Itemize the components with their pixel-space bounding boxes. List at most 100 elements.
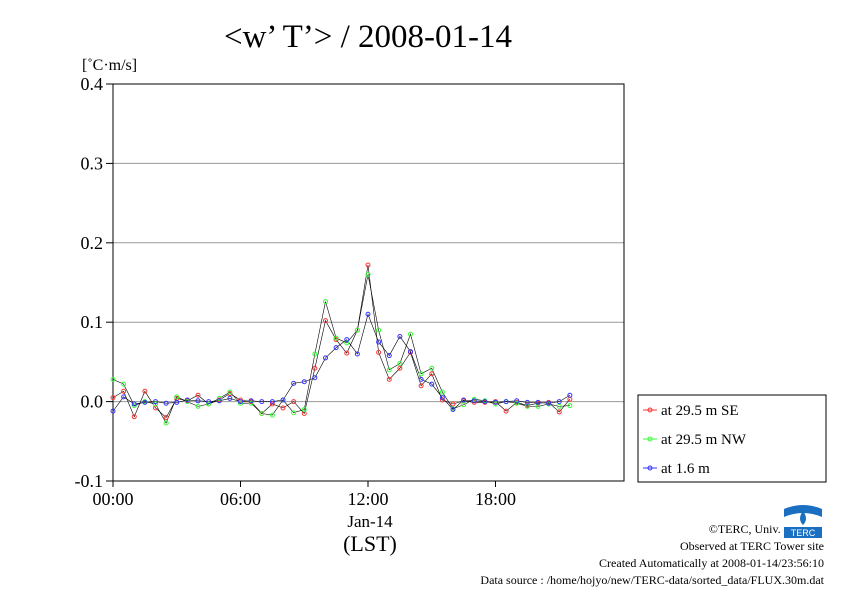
data-point <box>280 405 286 411</box>
data-point <box>354 327 360 333</box>
data-point <box>461 402 467 408</box>
data-point <box>269 399 275 405</box>
legend-label: at 29.5 m SE <box>661 403 739 419</box>
data-point <box>131 403 137 409</box>
date-label: Jan-14 <box>347 512 393 531</box>
data-point <box>248 400 254 406</box>
data-point <box>397 365 403 371</box>
y-tick-label: 0.1 <box>81 312 104 332</box>
data-point <box>556 399 562 405</box>
data-point <box>376 339 382 345</box>
plot-frame <box>112 83 625 482</box>
series-group <box>110 262 573 426</box>
data-point <box>429 371 435 377</box>
data-point <box>365 262 371 268</box>
data-point <box>493 401 498 407</box>
data-point <box>206 399 212 405</box>
data-point <box>323 318 328 324</box>
y-tick-label: 0.4 <box>81 74 104 94</box>
data-point <box>450 407 456 413</box>
data-point <box>471 398 477 404</box>
data-point <box>301 407 307 413</box>
data-point <box>439 397 445 403</box>
y-axis-label: [˚C·m/s] <box>82 57 137 74</box>
series-line <box>112 274 570 424</box>
y-tick-label: -0.1 <box>75 471 104 491</box>
data-point <box>184 397 190 403</box>
legend-marker <box>647 436 653 442</box>
data-point <box>216 398 222 404</box>
data-point <box>471 396 477 402</box>
data-point <box>567 403 573 409</box>
data-point <box>195 403 201 409</box>
data-point <box>238 399 243 405</box>
data-point <box>344 337 350 343</box>
data-point <box>195 398 201 404</box>
data-point <box>269 401 275 407</box>
data-point <box>259 399 265 405</box>
data-point <box>365 272 371 278</box>
y-tick-label: 0.2 <box>81 233 104 253</box>
data-point <box>514 400 520 406</box>
data-point <box>121 388 127 394</box>
y-tick-label: 0.3 <box>81 153 104 173</box>
data-point <box>131 414 137 420</box>
x-tick-label: 12:00 <box>347 489 388 509</box>
source-text: Data source : /home/hojyo/new/TERC-data/… <box>480 573 824 587</box>
data-point <box>174 399 180 405</box>
data-point <box>354 351 360 357</box>
x-tick-label: 18:00 <box>475 489 516 509</box>
data-point <box>174 394 180 400</box>
data-point <box>110 408 116 414</box>
data-point <box>131 401 137 407</box>
data-point <box>397 333 403 339</box>
data-point <box>450 401 456 407</box>
data-point <box>535 399 541 405</box>
chart-title: <w’ T’> / 2008-01-14 <box>224 19 512 55</box>
x-axis-label: (LST) <box>343 531 397 556</box>
data-point <box>216 395 222 401</box>
legend-label: at 29.5 m NW <box>661 432 747 448</box>
y-axis: -0.1 0.0 0.1 0.2 0.3 0.4 <box>75 74 113 491</box>
data-point <box>291 399 297 405</box>
data-point <box>312 365 318 371</box>
data-point <box>333 335 339 341</box>
data-point <box>280 397 286 403</box>
data-point <box>546 400 552 406</box>
data-point <box>439 389 445 395</box>
data-point <box>333 345 339 351</box>
data-point <box>195 392 201 398</box>
legend-marker <box>647 407 653 413</box>
terc-logo-icon: TERC <box>782 503 824 539</box>
data-point <box>418 383 424 389</box>
data-point <box>461 397 467 403</box>
data-point <box>408 331 413 337</box>
logo-text: TERC <box>791 528 816 538</box>
data-point <box>301 379 307 385</box>
data-point <box>333 337 339 343</box>
data-point <box>386 376 392 382</box>
legend-label: at 1.6 m <box>661 461 710 477</box>
data-point <box>153 401 158 407</box>
data-point <box>514 398 520 404</box>
data-point <box>291 410 297 416</box>
data-point <box>153 399 158 405</box>
series-line <box>112 264 571 418</box>
legend: at 29.5 m SE at 29.5 m NW at 1.6 m <box>637 394 827 483</box>
data-point <box>259 411 265 417</box>
data-point <box>110 395 116 401</box>
data-point <box>471 399 477 405</box>
data-point <box>142 399 148 405</box>
data-point <box>142 388 148 394</box>
data-point <box>556 409 562 415</box>
data-point <box>365 311 371 317</box>
data-point <box>323 299 328 305</box>
data-point <box>312 375 318 381</box>
data-point <box>248 398 254 404</box>
series-line <box>112 313 571 412</box>
data-point <box>121 394 127 400</box>
data-point <box>429 365 435 371</box>
data-point <box>397 360 403 366</box>
data-point <box>269 412 275 418</box>
